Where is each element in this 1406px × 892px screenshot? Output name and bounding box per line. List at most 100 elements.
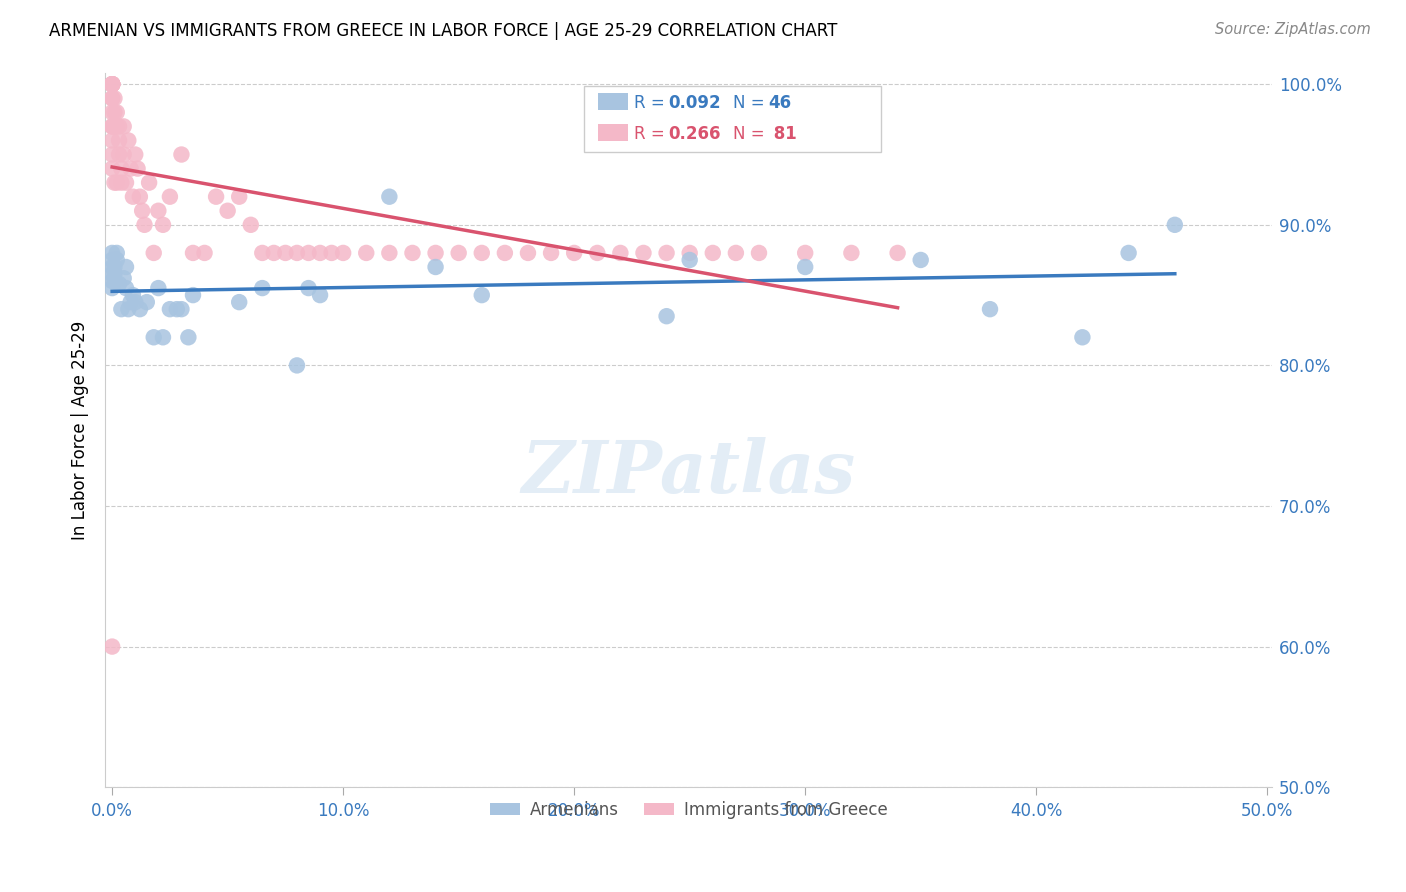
Point bbox=[101, 91, 124, 105]
Point bbox=[117, 302, 139, 317]
Point bbox=[120, 295, 142, 310]
Point bbox=[131, 203, 153, 218]
Point bbox=[378, 246, 401, 260]
Point bbox=[127, 161, 149, 176]
Point bbox=[101, 77, 124, 91]
Point bbox=[152, 218, 174, 232]
Point bbox=[101, 640, 124, 654]
Point bbox=[979, 302, 1001, 317]
Point bbox=[103, 105, 125, 120]
Point bbox=[108, 133, 131, 147]
Point bbox=[110, 302, 132, 317]
Point bbox=[401, 246, 423, 260]
Point bbox=[309, 246, 332, 260]
Text: R =: R = bbox=[634, 125, 669, 143]
Text: 81: 81 bbox=[768, 125, 797, 143]
Point bbox=[101, 252, 124, 267]
Point bbox=[332, 246, 354, 260]
Point bbox=[748, 246, 770, 260]
Point bbox=[159, 302, 181, 317]
Point bbox=[152, 330, 174, 344]
Point bbox=[170, 302, 193, 317]
Point bbox=[101, 77, 124, 91]
Point bbox=[217, 203, 239, 218]
Point bbox=[794, 260, 817, 274]
Text: ZIPatlas: ZIPatlas bbox=[522, 437, 856, 508]
Point bbox=[586, 246, 609, 260]
Point bbox=[110, 161, 132, 176]
Point bbox=[886, 246, 908, 260]
Point bbox=[101, 120, 124, 134]
Point bbox=[105, 105, 128, 120]
Point bbox=[115, 281, 138, 295]
Point bbox=[138, 176, 160, 190]
Point bbox=[103, 267, 125, 281]
Point bbox=[105, 246, 128, 260]
Point bbox=[321, 246, 343, 260]
Point bbox=[285, 359, 308, 373]
Point bbox=[101, 120, 124, 134]
Text: 0.092: 0.092 bbox=[669, 95, 721, 112]
Point bbox=[103, 260, 125, 274]
Point bbox=[228, 295, 250, 310]
Point bbox=[471, 288, 494, 302]
Text: Source: ZipAtlas.com: Source: ZipAtlas.com bbox=[1215, 22, 1371, 37]
Point bbox=[101, 77, 124, 91]
Point bbox=[425, 246, 447, 260]
Point bbox=[252, 281, 274, 295]
Point bbox=[228, 190, 250, 204]
Point bbox=[101, 161, 124, 176]
Point bbox=[101, 91, 124, 105]
Text: N =: N = bbox=[733, 125, 769, 143]
Point bbox=[309, 288, 332, 302]
Point bbox=[101, 133, 124, 147]
Point bbox=[910, 252, 932, 267]
Point bbox=[124, 147, 146, 161]
FancyBboxPatch shape bbox=[598, 93, 628, 110]
Point bbox=[274, 246, 297, 260]
Point bbox=[297, 246, 319, 260]
Point bbox=[101, 267, 124, 281]
Point bbox=[193, 246, 215, 260]
Point bbox=[108, 120, 131, 134]
Point bbox=[120, 161, 142, 176]
Point bbox=[181, 288, 204, 302]
Point bbox=[108, 277, 131, 291]
Point bbox=[103, 91, 125, 105]
Point bbox=[181, 246, 204, 260]
Point bbox=[134, 218, 156, 232]
Point bbox=[609, 246, 631, 260]
Point bbox=[517, 246, 540, 260]
Point bbox=[112, 120, 135, 134]
Point bbox=[101, 105, 124, 120]
Point bbox=[101, 77, 124, 91]
Point bbox=[297, 281, 319, 295]
Point bbox=[702, 246, 724, 260]
Text: N =: N = bbox=[733, 95, 769, 112]
Point bbox=[101, 147, 124, 161]
Point bbox=[148, 281, 170, 295]
Point bbox=[101, 77, 124, 91]
Point bbox=[103, 120, 125, 134]
Point bbox=[117, 133, 139, 147]
Point bbox=[540, 246, 562, 260]
Point bbox=[101, 246, 124, 260]
Point bbox=[124, 295, 146, 310]
Point bbox=[724, 246, 747, 260]
Point bbox=[142, 246, 165, 260]
Point bbox=[1118, 246, 1140, 260]
Text: ARMENIAN VS IMMIGRANTS FROM GREECE IN LABOR FORCE | AGE 25-29 CORRELATION CHART: ARMENIAN VS IMMIGRANTS FROM GREECE IN LA… bbox=[49, 22, 838, 40]
Point bbox=[105, 252, 128, 267]
Point bbox=[148, 203, 170, 218]
Point bbox=[285, 246, 308, 260]
Point bbox=[263, 246, 285, 260]
Point bbox=[122, 190, 145, 204]
Point bbox=[103, 274, 125, 288]
Point bbox=[105, 120, 128, 134]
Point bbox=[108, 147, 131, 161]
Point bbox=[101, 77, 124, 91]
Point bbox=[794, 246, 817, 260]
Point bbox=[170, 147, 193, 161]
Text: 46: 46 bbox=[768, 95, 792, 112]
Point bbox=[679, 246, 702, 260]
